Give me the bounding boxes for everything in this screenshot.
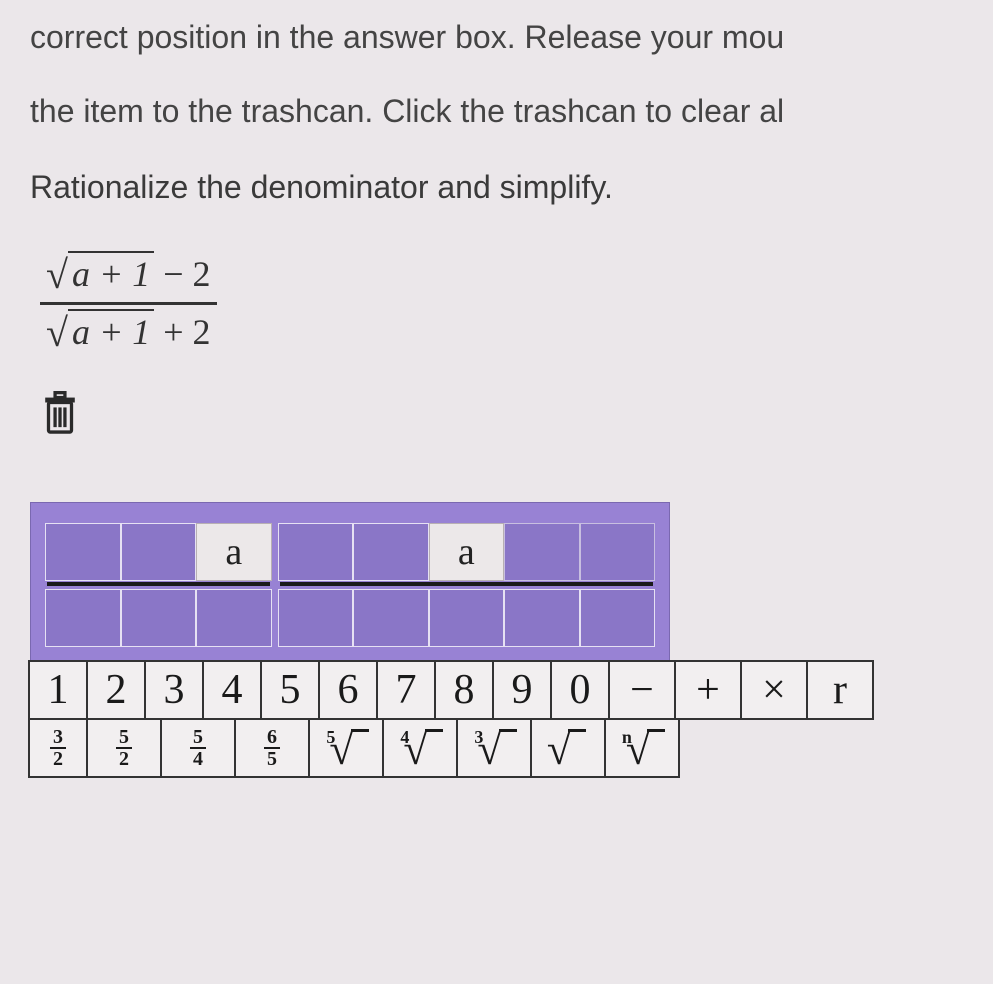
tile-−[interactable]: − xyxy=(608,660,676,720)
tile-4[interactable]: 4 xyxy=(202,660,262,720)
answer-slot[interactable] xyxy=(278,589,354,647)
answer-box[interactable]: a a xyxy=(30,502,670,662)
answer-slot-filled[interactable]: a xyxy=(196,523,272,581)
tile-r[interactable]: r xyxy=(806,660,874,720)
answer-slot[interactable] xyxy=(196,589,272,647)
instruction-line-1: correct position in the answer box. Rele… xyxy=(0,0,993,74)
tile-root-sqrt[interactable]: √ xyxy=(530,718,606,778)
denominator-radicand: a + 1 xyxy=(68,309,154,353)
tile-9[interactable]: 9 xyxy=(492,660,552,720)
answer-slot[interactable] xyxy=(580,589,656,647)
question-prompt: Rationalize the denominator and simplify… xyxy=(0,149,993,226)
instruction-line-2: the item to the trashcan. Click the tras… xyxy=(0,74,993,148)
denominator-tail: + 2 xyxy=(154,312,210,352)
answer-slot[interactable] xyxy=(353,589,429,647)
answer-slot[interactable] xyxy=(121,589,197,647)
numerator-tail: − 2 xyxy=(154,254,210,294)
tile-frac-3-2[interactable]: 32 xyxy=(28,718,88,778)
tile-2[interactable]: 2 xyxy=(86,660,146,720)
answer-slot[interactable] xyxy=(353,523,429,581)
tile-root-n[interactable]: n√ xyxy=(604,718,680,778)
tile-1[interactable]: 1 xyxy=(28,660,88,720)
answer-slot[interactable] xyxy=(429,589,505,647)
answer-slot[interactable] xyxy=(45,523,121,581)
tile-7[interactable]: 7 xyxy=(376,660,436,720)
answer-slot[interactable] xyxy=(580,523,656,581)
answer-slot[interactable] xyxy=(504,589,580,647)
tile-root-4[interactable]: 4√ xyxy=(382,718,458,778)
expression-display: a + 1 − 2 a + 1 + 2 xyxy=(0,226,993,381)
tile-×[interactable]: × xyxy=(740,660,808,720)
answer-slot[interactable] xyxy=(278,523,354,581)
tile-8[interactable]: 8 xyxy=(434,660,494,720)
tile-root-5[interactable]: 5√ xyxy=(308,718,384,778)
numerator-radicand: a + 1 xyxy=(68,251,154,295)
tile-0[interactable]: 0 xyxy=(550,660,610,720)
tile-+[interactable]: + xyxy=(674,660,742,720)
tile-root-3[interactable]: 3√ xyxy=(456,718,532,778)
answer-slot[interactable] xyxy=(45,589,121,647)
trash-icon[interactable] xyxy=(40,391,80,437)
tile-6[interactable]: 6 xyxy=(318,660,378,720)
answer-slot[interactable] xyxy=(121,523,197,581)
answer-slot-filled[interactable]: a xyxy=(429,523,505,581)
answer-slot[interactable] xyxy=(504,523,580,581)
tile-palette: 1234567890−+×r 325254655√4√3√√n√ xyxy=(30,662,993,778)
tile-3[interactable]: 3 xyxy=(144,660,204,720)
tile-frac-6-5[interactable]: 65 xyxy=(234,718,310,778)
tile-5[interactable]: 5 xyxy=(260,660,320,720)
tile-frac-5-4[interactable]: 54 xyxy=(160,718,236,778)
tile-frac-5-2[interactable]: 52 xyxy=(86,718,162,778)
